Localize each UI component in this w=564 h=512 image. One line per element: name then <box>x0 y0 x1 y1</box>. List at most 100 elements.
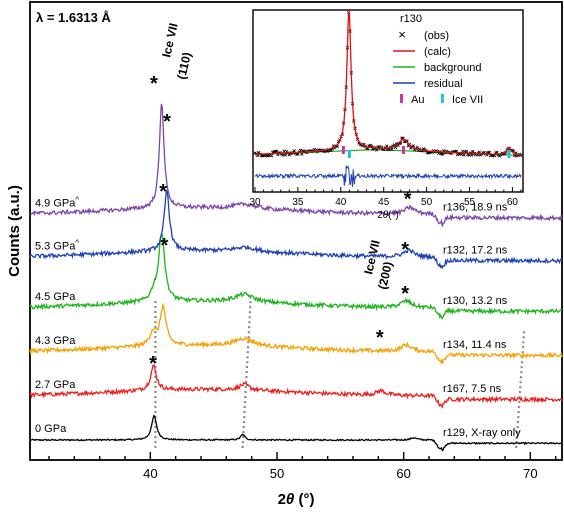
x-axis-label-unit: (°) <box>294 491 314 508</box>
series-line <box>29 233 563 320</box>
main-plot-frame <box>29 1 563 461</box>
peak-star: * <box>401 283 409 305</box>
observed-point <box>292 149 296 153</box>
inset-x-tick-label: 30 <box>249 197 261 208</box>
series-left-label-sup: ^ <box>75 196 79 205</box>
series-right-label: r130, 13.2 ns <box>443 295 508 307</box>
peak-label-110-line2: (110) <box>174 51 194 81</box>
series-line <box>29 103 563 227</box>
svg-text:(110): (110) <box>174 51 194 81</box>
wavelength-annotation: λ = 1.6313 Å <box>36 10 111 25</box>
observed-point <box>469 153 474 157</box>
x-tick-label: 50 <box>270 466 284 481</box>
series-right-label: r132, 17.2 ns <box>443 244 508 256</box>
peak-star: * <box>163 111 171 133</box>
inset-x-tick-label: 45 <box>378 197 390 208</box>
svg-text:Ice VII: Ice VII <box>159 22 180 59</box>
series-line <box>29 302 563 365</box>
inset-title: r130 <box>400 13 422 25</box>
observed-point <box>495 150 499 154</box>
peak-star: * <box>149 353 157 375</box>
observed-point <box>440 152 445 156</box>
inset-x-axis-label-unit: (°) <box>388 210 399 221</box>
series-left-label: 0 GPa <box>35 423 67 435</box>
series-right-label: r136, 18.9 ns <box>443 202 508 214</box>
peak-label-110-line1: Ice VII <box>159 22 180 59</box>
ice-vii-reflection-tick <box>347 150 351 158</box>
legend-symbol-ice-vii <box>441 94 444 103</box>
au-reflection-tick <box>341 146 345 154</box>
x-tick-label: 40 <box>143 466 157 481</box>
inset-x-axis-label-2: 2 <box>377 210 383 221</box>
peak-star: * <box>376 327 384 349</box>
inset-frame <box>252 9 524 193</box>
inset-x-tick-label: 35 <box>292 197 304 208</box>
inset-residual-line <box>254 165 522 187</box>
observed-point <box>281 153 285 157</box>
y-axis-label: Counts (a.u.) <box>6 185 23 277</box>
x-axis-label-theta: θ <box>286 491 295 508</box>
inset-x-axis-label-theta: θ <box>383 210 389 221</box>
observed-point <box>390 147 394 152</box>
inset-x-tick-label: 40 <box>335 197 347 208</box>
au-reflection-tick <box>401 146 405 154</box>
inset-x-tick-label: 55 <box>464 197 476 208</box>
legend-symbol-au <box>400 94 403 103</box>
series-left-label: 5.3 GPa^ <box>35 238 79 252</box>
observed-point <box>282 149 286 153</box>
series-line <box>29 414 563 452</box>
x-axis-label-2: 2 <box>278 491 286 508</box>
peak-star-110: * <box>150 73 158 95</box>
series-left-label: 4.5 GPa <box>35 291 76 303</box>
main-series-group <box>29 103 563 452</box>
svg-text:(200): (200) <box>375 260 395 290</box>
observed-point <box>471 149 475 154</box>
inset-data-group <box>253 11 523 187</box>
legend-label: background <box>424 62 482 74</box>
x-axis-label: 2θ (°) <box>278 491 315 508</box>
peak-label-ice-vii-200: Ice VII (200) <box>361 239 395 291</box>
reference-line <box>241 299 252 449</box>
inset-x-tick-label: 60 <box>507 197 519 208</box>
peak-label-200-line2: (200) <box>375 260 395 290</box>
observed-point <box>385 144 389 148</box>
legend-label: (obs) <box>424 30 449 42</box>
series-line <box>29 363 563 410</box>
peak-star: * <box>159 181 167 203</box>
peak-star: * <box>161 235 169 257</box>
series-line <box>29 189 563 270</box>
x-tick-label: 70 <box>523 466 537 481</box>
x-tick-label: 60 <box>396 466 410 481</box>
legend-label: (calc) <box>424 46 451 58</box>
peak-label-ice-vii-110: Ice VII (110) * <box>150 22 194 95</box>
observed-point <box>464 149 469 154</box>
legend-label-ice-vii: Ice VII <box>452 94 483 106</box>
ice-vii-reflection-tick <box>507 150 511 158</box>
series-right-label: r134, 11.4 ns <box>443 339 507 351</box>
inset-x-ticks: 30 35 40 45 50 55 60 <box>249 187 522 208</box>
main-x-ticks: 40 50 60 70 <box>48 452 557 481</box>
observed-point <box>269 154 274 158</box>
peak-star: * <box>404 188 412 210</box>
legend-label: residual <box>424 78 463 90</box>
inset-calc-line <box>254 11 522 156</box>
observed-point <box>274 149 279 154</box>
observed-point <box>462 153 466 157</box>
peak-star: * <box>401 239 409 261</box>
series-right-label: r129, X-ray only <box>443 427 521 439</box>
observed-point <box>492 154 497 158</box>
reference-lines <box>154 299 526 449</box>
series-left-label: 4.9 GPa^ <box>35 196 79 210</box>
legend-label-au: Au <box>411 94 424 106</box>
legend-symbol-cross: × <box>398 27 406 42</box>
inset: 30 35 40 45 50 55 60 r130 × (obs) (calc) backgrou… <box>249 9 524 221</box>
observed-point <box>374 148 379 152</box>
inset-x-tick-label: 50 <box>421 197 433 208</box>
inset-x-axis-label: 2θ(°) <box>377 210 399 221</box>
observed-point <box>300 152 304 156</box>
series-left-label: 4.3 GPa <box>35 335 76 347</box>
series-left-label-sup: ^ <box>75 238 79 247</box>
observed-point <box>487 150 492 154</box>
